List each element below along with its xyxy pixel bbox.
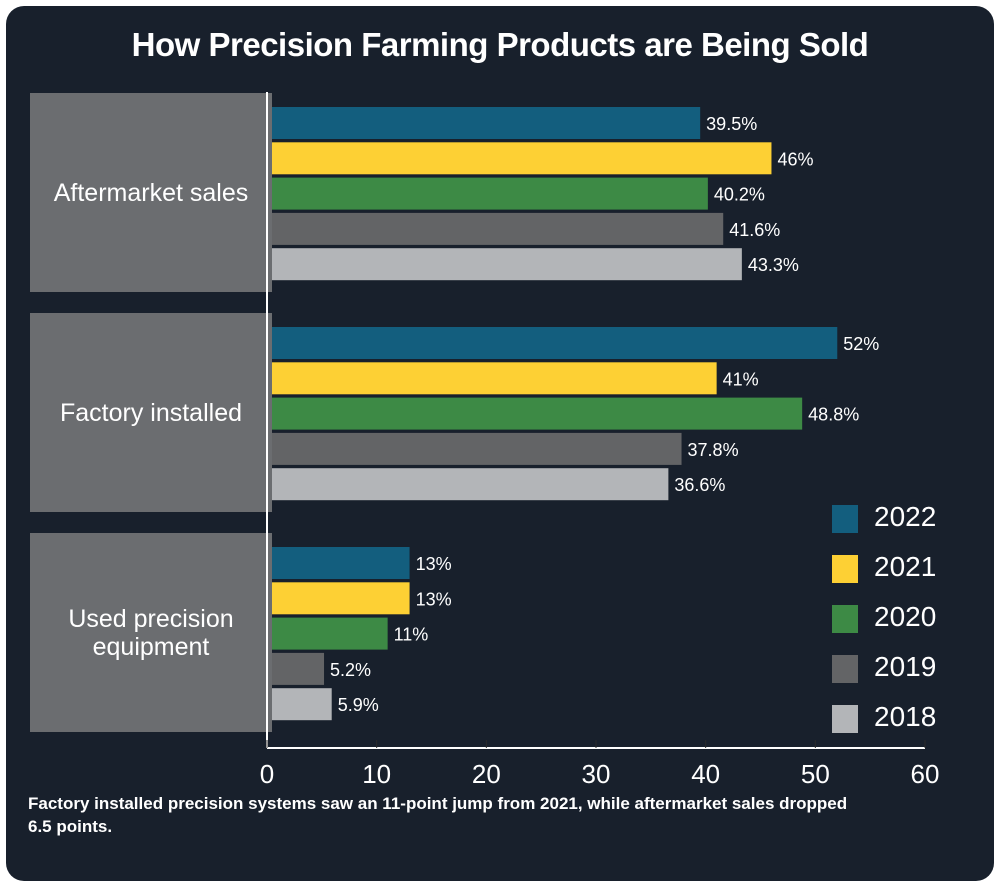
legend-label-2019: 2019 — [874, 651, 937, 682]
data-label: 43.3% — [748, 255, 799, 275]
category-label-used: Used precision equipment — [30, 533, 272, 732]
legend-swatch-2020 — [832, 605, 858, 633]
bar-2021 — [272, 582, 410, 615]
legend-swatch-2018 — [832, 705, 858, 733]
x-tick-label: 30 — [582, 759, 611, 789]
bar-2019 — [272, 212, 724, 245]
legend-swatch-2019 — [832, 655, 858, 683]
bar-2020 — [272, 397, 803, 430]
bar-2022 — [272, 327, 838, 359]
category-label-factory: Factory installed — [30, 313, 272, 512]
legend-label-2022: 2022 — [874, 501, 937, 532]
data-label: 41.6% — [729, 220, 780, 240]
legend-swatch-2021 — [832, 555, 858, 583]
bar-2021 — [272, 142, 772, 175]
bar-2021 — [272, 362, 717, 395]
bar-2019 — [272, 432, 682, 465]
chart-title: How Precision Farming Products are Being… — [131, 26, 869, 63]
bar-2019 — [272, 652, 325, 685]
data-label: 46% — [777, 149, 813, 169]
bar-2022 — [272, 547, 410, 579]
data-label: 36.6% — [674, 475, 725, 495]
x-tick-label: 0 — [260, 759, 274, 789]
bar-2018 — [272, 248, 742, 281]
data-label: 5.9% — [338, 695, 379, 715]
bar-2018 — [272, 468, 669, 501]
data-label: 37.8% — [688, 440, 739, 460]
data-label: 52% — [843, 334, 879, 354]
data-label: 39.5% — [706, 114, 757, 134]
legend-label-2018: 2018 — [874, 701, 937, 732]
x-tick-label: 60 — [911, 759, 940, 789]
x-tick-label: 40 — [691, 759, 720, 789]
data-label: 48.8% — [808, 405, 859, 425]
caption: Factory installed precision systems saw … — [28, 794, 848, 836]
data-label: 11% — [394, 625, 429, 645]
bar-2022 — [272, 107, 701, 139]
data-label: 13% — [416, 589, 452, 609]
data-label: 41% — [723, 369, 759, 389]
legend-swatch-2022 — [832, 505, 858, 533]
x-tick-label: 20 — [472, 759, 501, 789]
legend-label-2021: 2021 — [874, 551, 937, 582]
category-label-aftermarket: Aftermarket sales — [30, 93, 272, 292]
x-tick-label: 10 — [362, 759, 391, 789]
bar-2018 — [272, 688, 332, 721]
data-label: 5.2% — [330, 660, 371, 680]
data-label: 40.2% — [714, 185, 765, 205]
bar-2020 — [272, 617, 388, 650]
x-tick-label: 50 — [801, 759, 830, 789]
legend-label-2020: 2020 — [874, 601, 937, 632]
data-label: 13% — [416, 554, 452, 574]
bar-2020 — [272, 177, 708, 210]
